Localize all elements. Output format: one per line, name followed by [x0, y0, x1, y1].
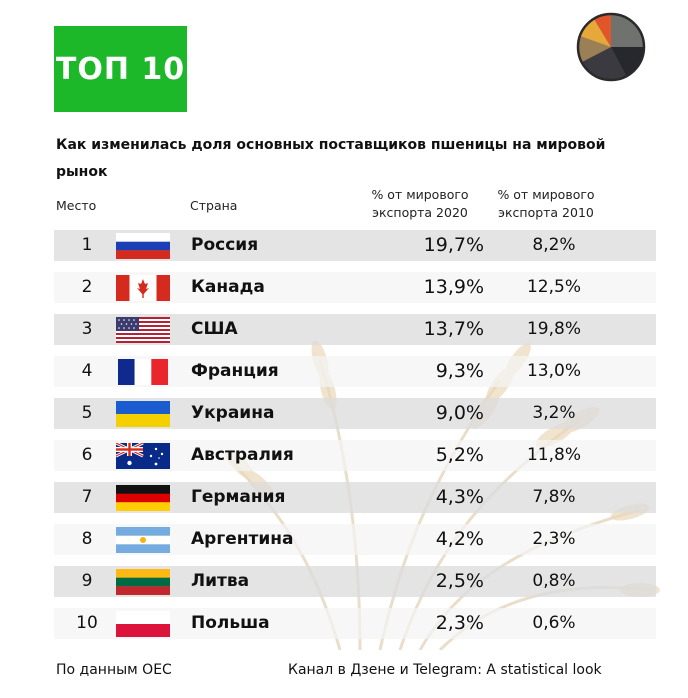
table-row: 6 Австралия 5,2% 11,8% [54, 440, 656, 471]
share-2020-cell: 4,2% [435, 528, 484, 550]
country-cell: Россия [191, 235, 259, 255]
share-2020-cell: 9,0% [435, 402, 484, 424]
country-cell: Германия [191, 487, 286, 507]
country-cell: США [191, 319, 238, 339]
country-cell: Австралия [191, 445, 294, 465]
country-cell: Литва [191, 571, 250, 591]
share-2020-cell: 13,7% [423, 318, 484, 340]
share-2010-cell: 3,2% [532, 403, 576, 423]
place-cell: 4 [81, 361, 93, 381]
table-row: 3 США 13,7% 19,8% [54, 314, 656, 345]
table-row: 1 Россия 19,7% 8,2% [54, 230, 656, 261]
header-share-2020: % от мирового экспорта 2020 [371, 187, 469, 220]
place-cell: 6 [81, 445, 93, 465]
place-cell: 3 [81, 319, 93, 339]
country-cell: Канада [191, 277, 265, 297]
share-2020-cell: 13,9% [423, 276, 484, 298]
australia-flag-icon [116, 443, 170, 469]
germany-flag-icon [116, 485, 170, 511]
usa-flag-icon [116, 317, 170, 343]
table-row: 9 Литва 2,5% 0,8% [54, 566, 656, 597]
lithuania-flag-icon [116, 569, 170, 595]
share-2010-cell: 0,8% [532, 571, 576, 591]
share-2020-cell: 19,7% [423, 234, 484, 256]
header-place: Место [56, 198, 97, 213]
russia-flag-icon [116, 233, 170, 259]
table-row: 10 Польша 2,3% 0,6% [54, 608, 656, 639]
ranking-table: 1 Россия 19,7% 8,2% 2 Канада 13,9% 12,5%… [54, 230, 656, 650]
place-cell: 7 [81, 487, 93, 507]
country-cell: Польша [191, 613, 270, 633]
place-cell: 2 [81, 277, 93, 297]
country-cell: Аргентина [191, 529, 294, 549]
source-note: По данным OEC [56, 662, 172, 678]
channel-note: Канал в Дзене и Telegram: A statistical … [288, 662, 602, 678]
place-cell: 10 [76, 613, 98, 633]
table-row: 2 Канада 13,9% 12,5% [54, 272, 656, 303]
pie-logo-icon [576, 12, 646, 82]
place-cell: 9 [81, 571, 93, 591]
ukraine-flag-icon [116, 401, 170, 427]
table-row: 7 Германия 4,3% 7,8% [54, 482, 656, 513]
header-share-2010: % от мирового экспорта 2010 [497, 187, 595, 220]
table-row: 4 Франция 9,3% 13,0% [54, 356, 656, 387]
share-2010-cell: 8,2% [532, 235, 576, 255]
country-cell: Франция [191, 361, 279, 381]
share-2020-cell: 2,3% [435, 612, 484, 634]
header-country: Страна [190, 198, 238, 213]
place-cell: 8 [81, 529, 93, 549]
table-row: 8 Аргентина 4,2% 2,3% [54, 524, 656, 555]
canada-flag-icon [116, 275, 170, 301]
share-2010-cell: 11,8% [526, 445, 581, 465]
share-2010-cell: 0,6% [532, 613, 576, 633]
share-2020-cell: 2,5% [435, 570, 484, 592]
share-2020-cell: 5,2% [435, 444, 484, 466]
chart-title: Как изменилась доля основных поставщиков… [56, 137, 606, 180]
top10-badge: ТОП 10 [54, 26, 187, 112]
argentina-flag-icon [116, 527, 170, 553]
place-cell: 1 [81, 235, 93, 255]
poland-flag-icon [116, 611, 170, 637]
place-cell: 5 [81, 403, 93, 423]
share-2010-cell: 12,5% [526, 277, 581, 297]
share-2020-cell: 9,3% [435, 360, 484, 382]
share-2010-cell: 19,8% [526, 319, 581, 339]
share-2020-cell: 4,3% [435, 486, 484, 508]
share-2010-cell: 2,3% [532, 529, 576, 549]
country-cell: Украина [191, 403, 275, 423]
share-2010-cell: 7,8% [532, 487, 576, 507]
table-row: 5 Украина 9,0% 3,2% [54, 398, 656, 429]
france-flag-icon [118, 359, 168, 385]
share-2010-cell: 13,0% [526, 361, 581, 381]
